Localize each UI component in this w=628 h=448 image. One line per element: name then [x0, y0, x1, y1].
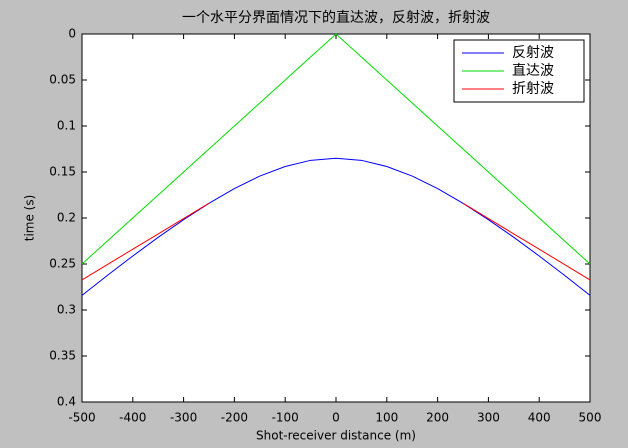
x-tick-label: 200 — [426, 411, 449, 425]
y-tick-label: 0.1 — [57, 119, 76, 133]
x-tick-label: 400 — [528, 411, 551, 425]
page: 一个水平分界面情况下的直达波，反射波，折射波 Shot-receiver dis… — [0, 0, 628, 448]
chart-title: 一个水平分界面情况下的直达波，反射波，折射波 — [182, 9, 490, 26]
x-tick-label: 100 — [375, 411, 398, 425]
legend-label: 直达波 — [512, 62, 554, 79]
x-tick-label: 300 — [477, 411, 500, 425]
y-axis-label: time (s) — [23, 195, 37, 242]
legend-label: 折射波 — [512, 81, 554, 97]
x-tick-label: -100 — [272, 411, 299, 425]
y-tick-label: 0.3 — [57, 303, 76, 317]
x-tick-label: -300 — [170, 411, 197, 425]
y-tick-label: 0.2 — [57, 211, 76, 225]
y-tick-label: 0.4 — [57, 395, 76, 409]
x-tick-label: -400 — [119, 411, 146, 425]
y-tick-label: 0 — [68, 27, 76, 41]
x-tick-label: -200 — [221, 411, 248, 425]
chart: 一个水平分界面情况下的直达波，反射波，折射波 Shot-receiver dis… — [0, 0, 628, 448]
x-tick-label: 0 — [332, 411, 340, 425]
x-axis-label: Shot-receiver distance (m) — [256, 429, 416, 443]
x-tick-label: -500 — [68, 411, 95, 425]
y-tick-label: 0.05 — [49, 73, 76, 87]
legend-label: 反射波 — [512, 45, 554, 61]
y-tick-label: 0.35 — [49, 349, 76, 363]
y-tick-label: 0.15 — [49, 165, 76, 179]
y-tick-label: 0.25 — [49, 257, 76, 271]
x-tick-label: 500 — [579, 411, 602, 425]
